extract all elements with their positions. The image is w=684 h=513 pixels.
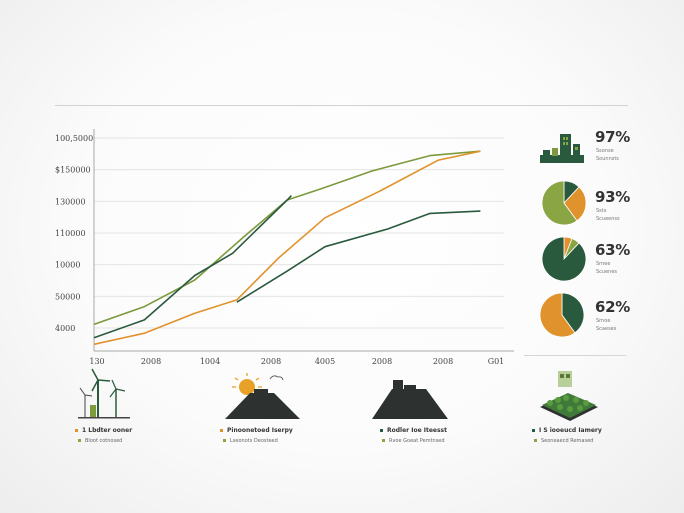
y-tick-label: 130000	[55, 197, 86, 206]
bottom-caption: Pinoonetoed Iserpy	[220, 427, 293, 434]
x-tick-label: 2008	[261, 357, 281, 366]
solar-sun-icon	[225, 373, 300, 419]
gauge-label: Ssonse	[596, 148, 614, 154]
bottom-subcaption: Rvoe Goeat Pemtnsed	[382, 438, 445, 444]
bottom-caption: I S iooeucd Iamery	[532, 427, 602, 434]
bottom-item-factory: Rodler Ioe Iteesst Rvoe Goeat Pemtnsed	[368, 365, 518, 455]
y-tick-label: 10000	[55, 261, 80, 270]
bullet-icon	[380, 429, 383, 432]
series-line-3	[93, 195, 292, 339]
gauge-sublabel: Sounnsts	[596, 156, 619, 162]
bottom-subcaption: Seoneaecd Remased	[534, 438, 593, 444]
gauge-1: 97% Ssonse Sounnsts	[538, 128, 648, 178]
gauge-3: 63% Srnee Scuenes	[538, 235, 648, 285]
gauge-sublabel: Scaeses	[596, 326, 617, 332]
bullet-icon	[78, 439, 81, 442]
x-tick-label: 1004	[200, 357, 220, 366]
x-tick-label: 2008	[433, 357, 453, 366]
x-tick-label: G01	[488, 357, 505, 366]
y-tick-labels: 100,5000 $150000 130000 110000 10000 50000 400…	[55, 134, 93, 333]
chart-series	[93, 150, 481, 346]
gauge-label: Ssts	[596, 208, 607, 214]
top-divider	[55, 105, 628, 106]
side-divider	[524, 355, 626, 356]
chart-axes	[93, 129, 514, 352]
gauge-sublabel: Scuenes	[596, 269, 618, 275]
y-tick-label: 4000	[55, 324, 75, 333]
bottom-subcaption: Lseonots Deosteed	[223, 438, 278, 444]
bullet-icon	[75, 429, 78, 432]
factory-icon	[372, 380, 448, 419]
bullet-icon	[532, 429, 535, 432]
pie-icon	[539, 292, 585, 338]
bottom-caption: 1 Lbdter ooner	[75, 427, 132, 434]
y-tick-label: 50000	[55, 292, 80, 301]
bullet-icon	[534, 439, 537, 442]
bottom-caption: Rodler Ioe Iteesst	[380, 427, 447, 434]
pie-icon	[541, 180, 587, 226]
gauge-label: Srnoe	[596, 318, 611, 324]
gauge-value: 63%	[595, 241, 631, 259]
x-tick-label: 2008	[141, 357, 161, 366]
x-tick-label: 130	[89, 357, 104, 366]
gauge-value: 93%	[595, 188, 631, 206]
series-line-2	[93, 150, 481, 346]
gauge-label: Srnee	[596, 261, 611, 267]
gauge-4: 62% Srnoe Scaeses	[538, 292, 648, 342]
building-icon	[540, 134, 584, 163]
chart-grid	[94, 137, 504, 329]
x-tick-label: 4005	[315, 357, 335, 366]
y-tick-label: 110000	[55, 229, 86, 238]
pie-icon	[541, 236, 587, 282]
bottom-item-wind: 1 Lbdter ooner Bloot cotnosed	[70, 365, 220, 455]
pie-slice	[539, 292, 576, 338]
y-tick-label: $150000	[55, 166, 91, 175]
x-tick-label: 2008	[372, 357, 392, 366]
gauge-sublabel: Scueenss	[596, 216, 620, 222]
gauge-value: 97%	[595, 128, 631, 146]
bullet-icon	[382, 439, 385, 442]
pie-slice	[561, 292, 585, 334]
bottom-subcaption: Bloot cotnosed	[78, 438, 122, 444]
gauge-2: 93% Ssts Scueenss	[538, 180, 648, 230]
pie-slice	[541, 180, 578, 226]
series-line-1	[93, 150, 481, 326]
bullet-icon	[223, 439, 226, 442]
bullet-icon	[220, 429, 223, 432]
pie-slice	[541, 236, 587, 282]
gauge-value: 62%	[595, 298, 631, 316]
y-tick-label: 100,5000	[55, 134, 93, 143]
bottom-item-solar: Pinoonetoed Iserpy Lseonots Deosteed	[220, 365, 370, 455]
series-line-4	[236, 210, 481, 303]
pie-slice	[563, 186, 587, 222]
bottom-item-green-roof: I S iooeucd Iamery Seoneaecd Remased	[530, 365, 680, 455]
x-tick-labels: 130 2008 1004 2008 4005 2008 2008 G01	[89, 357, 504, 366]
green-roof-icon	[540, 371, 598, 421]
wind-turbine-icon	[78, 368, 130, 419]
